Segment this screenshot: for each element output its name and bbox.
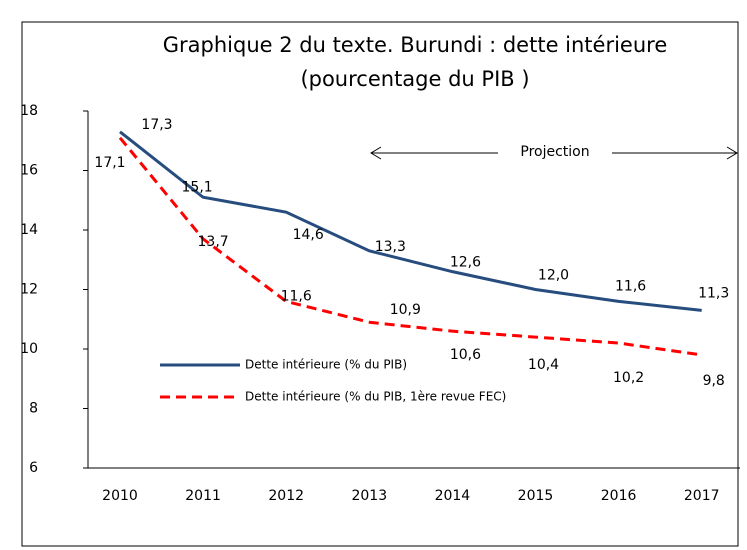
data-label: 10,6: [450, 347, 481, 363]
x-tick-label: 2012: [268, 488, 304, 504]
chart-subtitle: (pourcentage du PIB ): [300, 67, 529, 91]
data-label: 13,3: [375, 239, 406, 255]
x-tick-label: 2016: [601, 488, 637, 504]
y-tick-label: 6: [29, 460, 38, 476]
data-label: 17,3: [141, 117, 172, 133]
x-tick-label: 2017: [684, 488, 720, 504]
y-tick-label: 18: [20, 103, 38, 119]
y-tick-label: 12: [20, 282, 38, 298]
data-label: 11,3: [698, 285, 729, 301]
series-line: [119, 130, 702, 312]
data-label: 14,6: [293, 227, 324, 243]
series-line: [118, 136, 702, 357]
data-label: 13,7: [198, 234, 229, 250]
x-tick-label: 2013: [351, 488, 387, 504]
projection-arrow: [370, 146, 738, 160]
data-label: 11,6: [281, 288, 312, 304]
data-label: 11,6: [615, 278, 646, 294]
annotation: Projection: [520, 144, 589, 160]
chart-title: Graphique 2 du texte. Burundi : dette in…: [163, 33, 668, 57]
y-tick-label: 10: [20, 341, 38, 357]
data-label: 10,4: [528, 357, 559, 373]
data-label: 9,8: [703, 373, 725, 389]
data-label: 10,2: [613, 370, 644, 386]
y-tick-label: 8: [29, 401, 38, 417]
legend-label: Dette intérieure (% du PIB, 1ère revue F…: [245, 390, 506, 404]
data-label: 10,9: [390, 302, 421, 318]
x-tick-label: 2010: [102, 488, 138, 504]
y-tick-label: 16: [20, 163, 38, 179]
x-tick-label: 2015: [518, 488, 554, 504]
data-label: 17,1: [94, 155, 125, 171]
data-label: 15,1: [182, 179, 213, 195]
data-label: 12,6: [450, 255, 481, 271]
x-tick-label: 2014: [435, 488, 471, 504]
x-tick-label: 2011: [185, 488, 221, 504]
chart-frame: [21, 21, 739, 547]
legend-label: Dette intérieure (% du PIB): [245, 358, 407, 372]
data-label: 12,0: [538, 268, 569, 284]
y-tick-label: 14: [20, 222, 38, 238]
